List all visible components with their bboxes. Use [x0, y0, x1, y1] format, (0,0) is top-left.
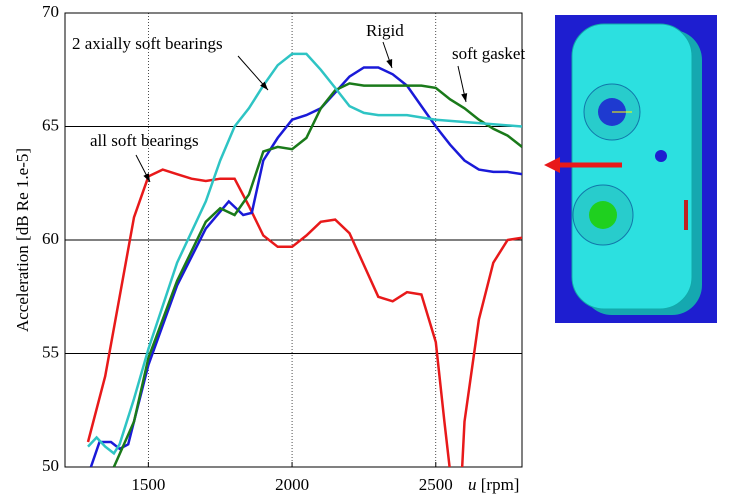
annotation-arrowhead: [260, 81, 268, 90]
y-axis-label: Acceleration [dB Re 1.e-5]: [13, 148, 32, 332]
series-annotation: 2 axially soft bearings: [72, 34, 223, 53]
series-annotation: all soft bearings: [90, 131, 199, 150]
x-axis-symbol: u: [468, 475, 477, 494]
x-tick-label: 1500: [131, 475, 165, 494]
y-tick-label: 50: [42, 456, 59, 475]
annotation-arrowhead: [143, 173, 150, 182]
y-tick-label: 55: [42, 342, 59, 361]
series-line: [89, 66, 522, 467]
x-axis-label: u [rpm]: [468, 475, 519, 494]
series-annotation: soft gasket: [452, 44, 525, 63]
model-image: [555, 15, 717, 323]
x-tick-label: 2500: [419, 475, 453, 494]
x-axis-unit: [rpm]: [481, 475, 520, 494]
series-line: [87, 52, 522, 456]
y-tick-label: 70: [42, 2, 59, 21]
y-tick-label: 65: [42, 115, 59, 134]
plot-lines: [86, 52, 522, 467]
annotation-arrowhead: [461, 93, 468, 102]
series-line: [86, 168, 522, 467]
series-line: [112, 82, 522, 467]
series-annotation: Rigid: [366, 21, 404, 40]
annotation-arrowhead: [386, 59, 393, 68]
red-arrow: [544, 157, 622, 173]
x-tick-label: 2000: [275, 475, 309, 494]
y-tick-label: 60: [42, 229, 59, 248]
